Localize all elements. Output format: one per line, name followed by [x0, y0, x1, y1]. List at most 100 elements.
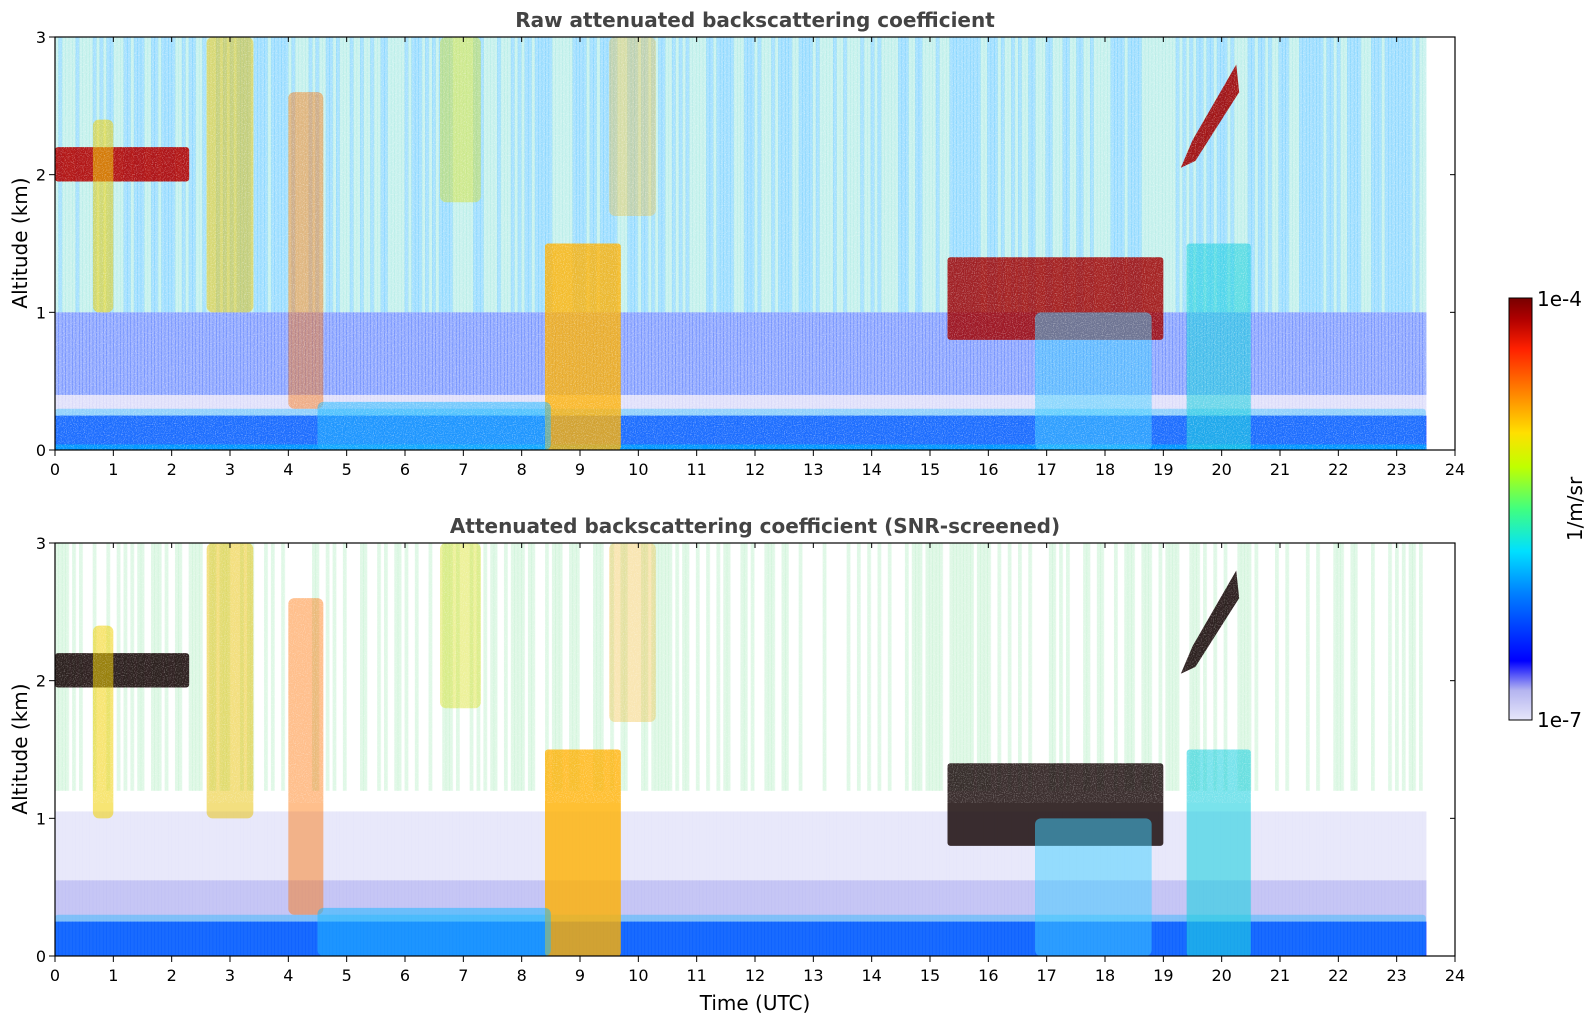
heat-cell	[305, 921, 310, 956]
x-tick-label: 8	[517, 966, 527, 985]
heat-cell	[630, 811, 635, 881]
heat-cell	[1018, 811, 1023, 881]
heat-cell	[990, 811, 995, 881]
x-tick-label: 23	[1386, 966, 1406, 985]
heat-cell	[1295, 921, 1300, 956]
heat-cell	[915, 880, 920, 922]
heat-cell	[1377, 880, 1382, 922]
heat-cell	[267, 880, 272, 922]
heat-cell	[274, 811, 279, 881]
heat-cell	[1388, 880, 1393, 922]
heat-cell	[1155, 880, 1160, 922]
heat-cell	[250, 880, 255, 922]
heat-cell	[137, 921, 142, 956]
heat-cell	[1302, 921, 1307, 956]
heat-cell	[1151, 921, 1156, 956]
heat-cell	[1268, 880, 1273, 922]
heat-cell	[1261, 921, 1266, 956]
heat-cell	[538, 811, 543, 881]
heat-cell	[1391, 880, 1396, 922]
heat-cell	[1384, 921, 1389, 956]
heat-cell	[507, 811, 512, 881]
heat-cell	[257, 921, 262, 956]
heat-cell	[764, 921, 769, 956]
heat-cell	[1422, 880, 1427, 922]
heat-cell	[264, 921, 269, 956]
heat-cell	[527, 880, 532, 922]
panel-raw-title: Raw attenuated backscattering coefficien…	[515, 8, 995, 32]
heat-cell	[874, 811, 879, 881]
heat-cell	[1028, 880, 1033, 922]
heat-cell	[1422, 921, 1427, 956]
heat-cell	[1264, 880, 1269, 922]
heat-cell	[346, 811, 351, 881]
heat-cell	[216, 880, 221, 922]
heat-cell	[860, 921, 865, 956]
heat-cell	[109, 880, 114, 922]
heat-cell	[870, 811, 875, 881]
heat-cell	[377, 811, 382, 881]
heat-cell	[877, 811, 882, 881]
heat-cell	[726, 811, 731, 881]
heat-cell	[678, 880, 683, 922]
y-tick-label: 0	[36, 947, 46, 966]
heat-cell	[1312, 880, 1317, 922]
heat-cell	[1011, 921, 1016, 956]
x-tick-label: 12	[745, 460, 765, 479]
heat-cell	[1172, 880, 1177, 922]
heat-cell	[1021, 921, 1026, 956]
heat-cell	[699, 811, 704, 881]
heat-cell	[898, 811, 903, 881]
heat-cell	[990, 880, 995, 922]
heat-cell	[904, 811, 909, 881]
heat-cell	[1371, 880, 1376, 922]
heat-cell	[877, 921, 882, 956]
heat-cell	[301, 921, 306, 956]
heat-cell	[1275, 880, 1280, 922]
heat-cell	[233, 811, 238, 881]
heat-cell	[1323, 811, 1328, 881]
x-tick-label: 15	[920, 460, 940, 479]
heat-cell	[236, 921, 241, 956]
heat-cell	[202, 880, 207, 922]
heat-cell	[274, 880, 279, 922]
heat-cell	[1182, 921, 1187, 956]
y-tick-label: 2	[36, 672, 46, 691]
heat-cell	[819, 921, 824, 956]
heat-cell	[850, 811, 855, 881]
heat-cell	[654, 811, 659, 881]
heat-cell	[130, 921, 135, 956]
heat-cell	[904, 880, 909, 922]
heat-cell	[1353, 880, 1358, 922]
heat-cell	[332, 880, 337, 922]
heat-cell	[994, 880, 999, 922]
heat-cell	[1275, 811, 1280, 881]
heat-cell	[956, 811, 961, 881]
heat-cell	[154, 921, 159, 956]
heat-cell	[908, 811, 913, 881]
heat-cell	[1408, 811, 1413, 881]
heat-cell	[1415, 811, 1420, 881]
heat-cell	[414, 811, 419, 881]
heat-cell	[1168, 921, 1173, 956]
heat-cell	[147, 921, 152, 956]
heat-cell	[99, 880, 104, 922]
heat-cell	[651, 921, 656, 956]
x-tick-label: 8	[517, 460, 527, 479]
heat-cell	[795, 880, 800, 922]
heat-cell	[1172, 921, 1177, 956]
heat-cell	[644, 811, 649, 881]
heat-cell	[870, 880, 875, 922]
heat-cell	[1405, 811, 1410, 881]
heat-cell	[123, 811, 128, 881]
heat-cell	[75, 921, 80, 956]
heat-cell	[1264, 921, 1269, 956]
heat-cell	[1415, 921, 1420, 956]
heat-cell	[1014, 811, 1019, 881]
heat-cell	[1353, 811, 1358, 881]
heat-cell	[1158, 811, 1163, 881]
heat-cell	[829, 811, 834, 881]
heat-cell	[534, 880, 539, 922]
heat-cell	[312, 880, 317, 922]
heat-cell	[195, 811, 200, 881]
